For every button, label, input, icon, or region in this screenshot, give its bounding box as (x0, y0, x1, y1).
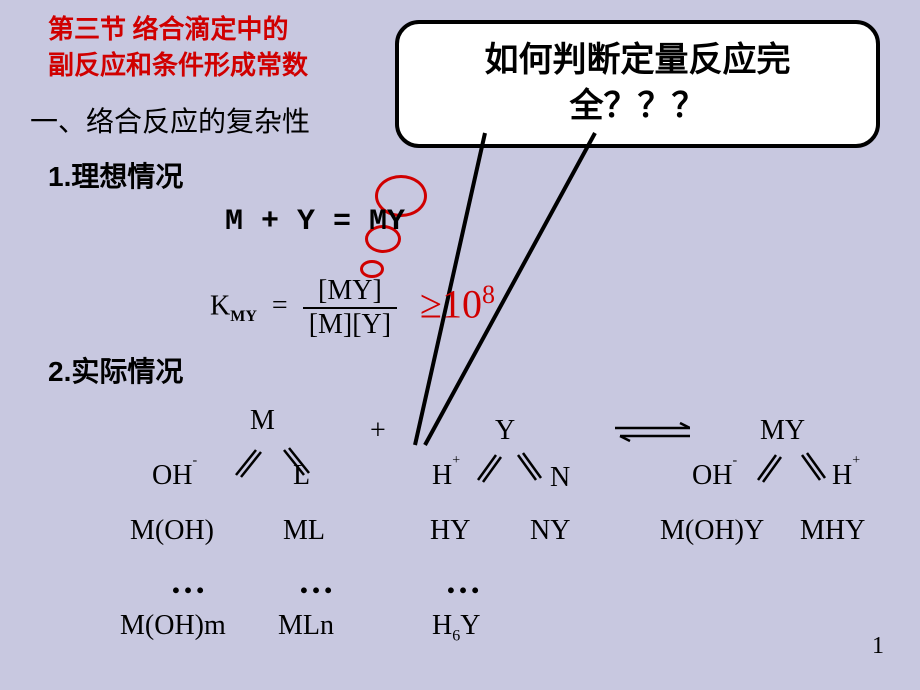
title-line2: 副反应和条件形成常数 (48, 48, 308, 84)
dots-1: … (170, 560, 206, 602)
y-h-label: H+ (432, 460, 460, 492)
dots-2: … (298, 560, 334, 602)
k-subscript: MY (230, 308, 257, 325)
equilibrium-arrow (610, 420, 690, 444)
subsection-1: 1.理想情况 (48, 155, 183, 195)
bubble-line1: 如何判断定量反应完 (421, 38, 854, 84)
equilibrium-constant: KMY = [MY] [M][Y] (210, 275, 397, 341)
m-l-label: L (293, 460, 310, 492)
title-line1: 第三节 络合滴定中的 (48, 12, 289, 48)
my-oh-y: M(OH)Y (660, 515, 764, 547)
y-h6y: H6Y (432, 610, 480, 646)
y-ny: NY (530, 515, 570, 547)
ideal-equation: M + Y = MY (225, 205, 405, 239)
m-l-n: MLn (278, 610, 334, 642)
fraction-denominator: [M][Y] (303, 309, 397, 341)
section-heading: 一、络合反应的复杂性 (30, 100, 310, 140)
subsection-2: 2.实际情况 (48, 350, 183, 390)
plus-sign: + (370, 415, 386, 447)
species-Y: Y (495, 415, 515, 447)
thought-bubble: 如何判断定量反应完 全？？？ (395, 20, 880, 148)
species-MY: MY (760, 415, 805, 447)
k-symbol: K (210, 290, 230, 321)
m-oh-m: M(OH)m (120, 610, 226, 642)
my-oh-label: OH- (692, 460, 737, 492)
fraction-numerator: [MY] (303, 275, 397, 309)
bubble-line2: 全？？？ (421, 84, 854, 130)
my-h-label: H+ (832, 460, 860, 492)
m-l-product: ML (283, 515, 325, 547)
page-number: 1 (872, 633, 884, 660)
inequality-text: ≥10 (420, 281, 482, 326)
y-hy: HY (430, 515, 470, 547)
species-M: M (250, 405, 275, 437)
m-oh-label: OH- (152, 460, 197, 492)
inequality: ≥108 (420, 280, 495, 327)
dots-3: … (445, 560, 481, 602)
my-mhy: MHY (800, 515, 865, 547)
inequality-exponent: 8 (482, 280, 495, 309)
equals-sign: = (272, 290, 288, 321)
m-oh-product: M(OH) (130, 515, 214, 547)
y-n-label: N (550, 462, 570, 494)
